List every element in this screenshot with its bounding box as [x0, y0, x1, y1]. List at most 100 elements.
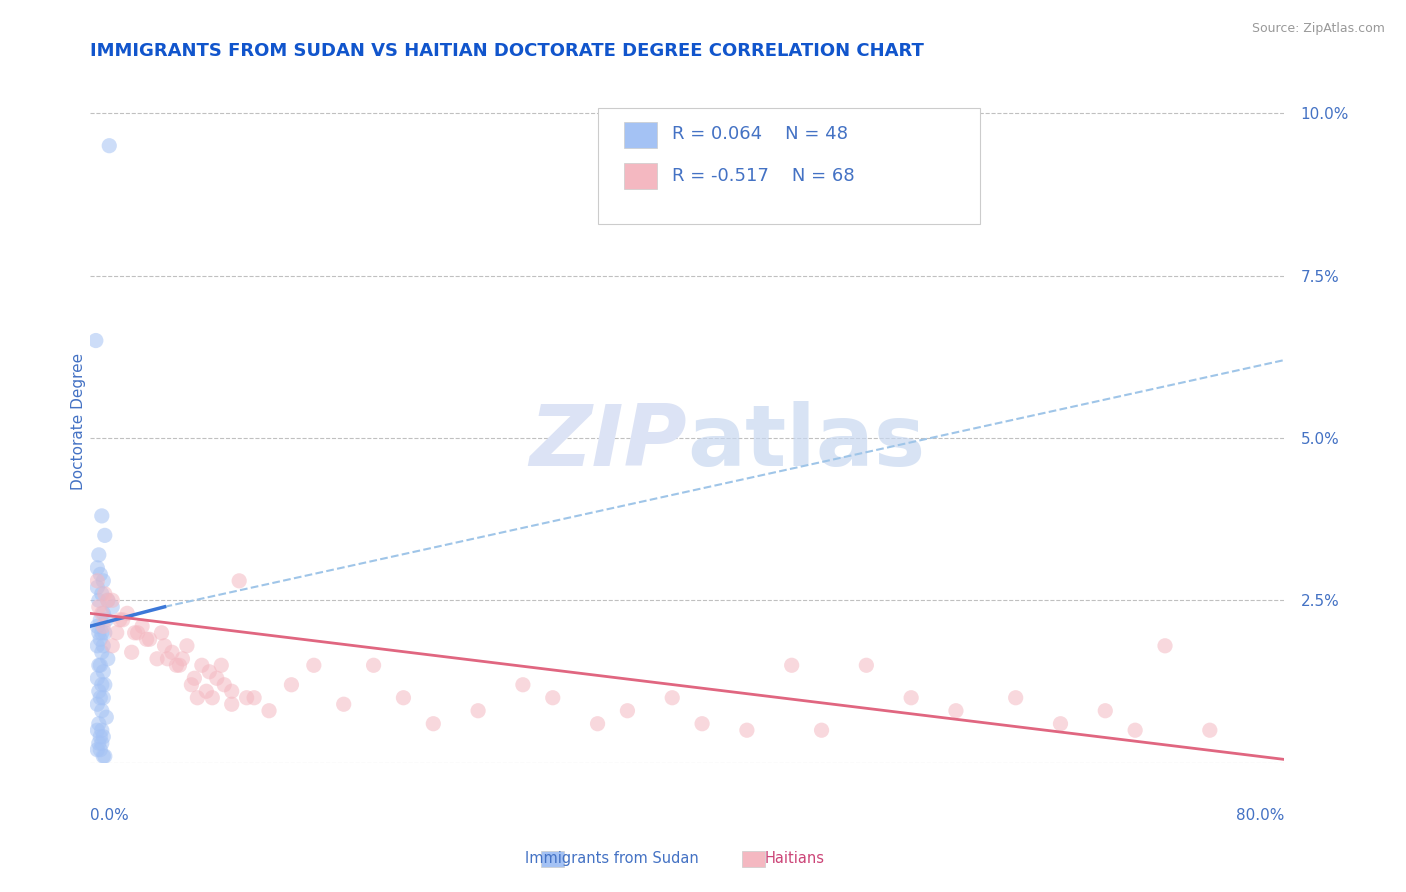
Point	[1198, 723, 1220, 738]
Point	[332, 698, 354, 712]
Point	[86, 723, 108, 738]
Point	[616, 704, 638, 718]
Point	[156, 652, 179, 666]
Text: 80.0%: 80.0%	[1236, 808, 1285, 823]
Text: Source: ZipAtlas.com: Source: ZipAtlas.com	[1251, 22, 1385, 36]
Point	[146, 652, 169, 666]
Point	[198, 665, 221, 679]
Point	[91, 749, 114, 764]
Point	[221, 684, 243, 698]
Point	[90, 607, 112, 621]
Point	[186, 690, 208, 705]
Point	[153, 639, 176, 653]
Point	[101, 639, 124, 653]
Point	[221, 698, 243, 712]
Point	[108, 613, 131, 627]
Point	[86, 671, 108, 685]
Text: IMMIGRANTS FROM SUDAN VS HAITIAN DOCTORATE DEGREE CORRELATION CHART: IMMIGRANTS FROM SUDAN VS HAITIAN DOCTORA…	[90, 42, 924, 60]
Point	[257, 704, 280, 718]
Point	[1094, 704, 1116, 718]
Point	[235, 690, 257, 705]
Point	[86, 619, 108, 633]
Point	[90, 678, 112, 692]
Point	[176, 639, 198, 653]
Text: Immigrants from Sudan: Immigrants from Sudan	[524, 851, 699, 865]
Point	[124, 625, 146, 640]
Point	[228, 574, 250, 588]
Point	[243, 690, 266, 705]
Point	[91, 639, 114, 653]
Point	[586, 716, 609, 731]
Point	[138, 632, 160, 647]
Point	[900, 690, 922, 705]
Point	[94, 678, 117, 692]
Point	[180, 678, 202, 692]
Point	[810, 723, 832, 738]
Text: ZIP: ZIP	[530, 401, 688, 483]
Point	[661, 690, 683, 705]
Point	[90, 587, 112, 601]
Bar	[624, 162, 657, 188]
Point	[89, 690, 111, 705]
Point	[97, 593, 120, 607]
Point	[160, 645, 183, 659]
Point	[90, 645, 112, 659]
Point	[89, 658, 111, 673]
Point	[735, 723, 758, 738]
Point	[855, 658, 877, 673]
Point	[195, 684, 218, 698]
Point	[89, 632, 111, 647]
Point	[91, 574, 114, 588]
Text: atlas: atlas	[688, 401, 925, 483]
Point	[86, 698, 108, 712]
Point	[105, 625, 128, 640]
Point	[90, 625, 112, 640]
Point	[541, 690, 564, 705]
Text: 0.0%: 0.0%	[90, 808, 128, 823]
Point	[89, 567, 111, 582]
Point	[97, 652, 120, 666]
Point	[90, 508, 112, 523]
Text: R = -0.517    N = 68: R = -0.517 N = 68	[672, 167, 855, 186]
Point	[87, 548, 110, 562]
Point	[89, 613, 111, 627]
Point	[91, 607, 114, 621]
Point	[84, 334, 107, 348]
Point	[94, 528, 117, 542]
Point	[98, 138, 121, 153]
Point	[87, 658, 110, 673]
Point	[135, 632, 157, 647]
Point	[209, 658, 232, 673]
Point	[191, 658, 214, 673]
Point	[87, 716, 110, 731]
Point	[91, 665, 114, 679]
Point	[172, 652, 194, 666]
Point	[780, 658, 803, 673]
Point	[101, 593, 124, 607]
Point	[945, 704, 967, 718]
Point	[115, 607, 138, 621]
Point	[90, 704, 112, 718]
Point	[205, 671, 228, 685]
Point	[690, 716, 713, 731]
Point	[96, 613, 118, 627]
Point	[86, 580, 108, 594]
Point	[91, 690, 114, 705]
Point	[87, 736, 110, 750]
Point	[212, 678, 235, 692]
Point	[1049, 716, 1071, 731]
Point	[1004, 690, 1026, 705]
Point	[127, 625, 149, 640]
Point	[121, 645, 143, 659]
Text: Haitians: Haitians	[765, 851, 824, 865]
Point	[131, 619, 153, 633]
Point	[166, 658, 188, 673]
Point	[90, 723, 112, 738]
Point	[87, 593, 110, 607]
Point	[86, 742, 108, 756]
Point	[86, 639, 108, 653]
Point	[87, 684, 110, 698]
Point	[183, 671, 205, 685]
Point	[89, 742, 111, 756]
Point	[94, 587, 117, 601]
